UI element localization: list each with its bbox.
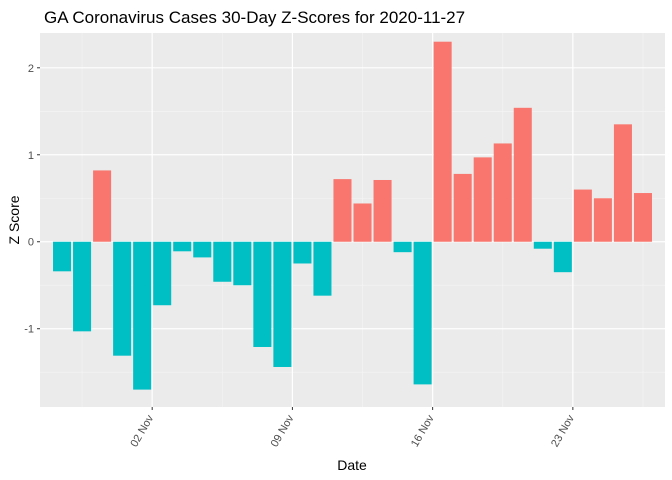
- bar: [213, 241, 232, 282]
- bar: [273, 241, 292, 367]
- bar: [133, 241, 152, 390]
- y-tick-label: 0: [28, 237, 34, 249]
- x-axis-title: Date: [337, 457, 367, 473]
- bar: [293, 241, 312, 264]
- y-tick-label: 2: [28, 63, 34, 75]
- y-axis-title: Z Score: [6, 195, 22, 244]
- bar: [153, 241, 172, 306]
- y-axis: -1 0 1 2: [24, 63, 40, 336]
- bar: [393, 241, 412, 253]
- bar: [493, 143, 512, 242]
- bar: [573, 189, 592, 242]
- bar: [613, 124, 632, 242]
- bar: [113, 241, 132, 356]
- bar: [333, 179, 352, 242]
- x-tick-label: 09 Nov: [269, 413, 297, 450]
- bar: [633, 193, 652, 242]
- bar: [73, 241, 92, 332]
- bar: [373, 179, 392, 242]
- bar: [513, 107, 532, 242]
- chart-title: GA Coronavirus Cases 30-Day Z-Scores for…: [44, 8, 465, 27]
- y-tick-label: -1: [24, 324, 34, 336]
- y-tick-label: 1: [28, 150, 34, 162]
- bar: [233, 241, 252, 286]
- bar: [313, 241, 332, 296]
- bar: [53, 241, 72, 272]
- bar: [533, 241, 552, 249]
- bar: [353, 203, 372, 242]
- x-axis: 02 Nov 09 Nov 16 Nov 23 Nov: [128, 407, 577, 449]
- bar: [253, 241, 272, 347]
- bar: [473, 157, 492, 242]
- bar: [593, 198, 612, 242]
- bar: [453, 173, 472, 242]
- x-tick-label: 16 Nov: [409, 413, 437, 450]
- x-tick-label: 02 Nov: [128, 413, 156, 450]
- bars: [53, 41, 652, 390]
- bar: [433, 41, 452, 242]
- x-tick-label: 23 Nov: [549, 413, 577, 450]
- bar: [173, 241, 192, 252]
- bar: [413, 241, 432, 385]
- bar: [553, 241, 572, 273]
- bar: [193, 241, 212, 258]
- bar: [93, 170, 112, 242]
